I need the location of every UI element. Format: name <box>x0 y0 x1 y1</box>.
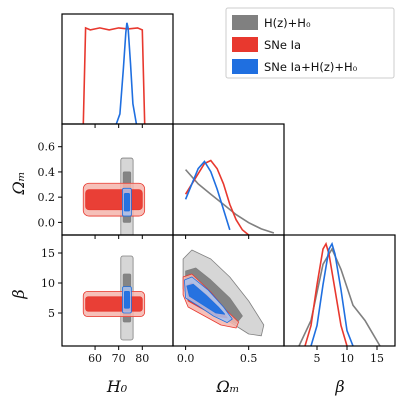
ytick-label-om-0: 0.0 <box>38 216 56 229</box>
ytick-label-beta-2: 15 <box>41 247 55 260</box>
xtick-label-h0-0: 60 <box>88 352 102 365</box>
legend: H(z)+H₀ SNe Ia SNe Ia+H(z)+H₀ <box>225 7 395 79</box>
legend-label-sne: SNe Ia <box>264 38 301 52</box>
ytick-label-om-1: 0.2 <box>38 191 56 204</box>
panel-frame-1-1 <box>172 123 285 236</box>
legend-label-hz: H(z)+H₀ <box>264 16 311 30</box>
axis-label-beta-x: β <box>334 377 344 396</box>
contour68-om-beta-2 <box>186 283 226 315</box>
axis-label-om-x: Ωₘ <box>215 377 239 396</box>
xtick-label-om-0: 0.0 <box>177 352 195 365</box>
contour68-H0_Om-1 <box>85 189 143 211</box>
contour68-H0_beta-2 <box>123 290 130 309</box>
contour68-H0_beta-1 <box>85 296 143 312</box>
xtick-label-beta-1: 10 <box>340 352 354 365</box>
ytick-label-om-3: 0.6 <box>38 141 56 154</box>
marginal-line-Om-0 <box>184 169 275 234</box>
legend-swatch-hz <box>232 15 258 30</box>
marginal-line-beta-1 <box>304 241 348 346</box>
xtick-label-beta-2: 15 <box>370 352 384 365</box>
contours-H0_Om <box>82 157 146 235</box>
contours-H0_beta <box>82 255 146 341</box>
legend-label-combined: SNe Ia+H(z)+H₀ <box>264 60 358 74</box>
panel-frame-2-2 <box>283 234 396 347</box>
marginal-beta <box>298 241 381 346</box>
legend-swatch-combined <box>232 59 258 74</box>
marginal-Om <box>184 159 275 235</box>
marginal-line-H0-2 <box>115 22 138 124</box>
ytick-label-beta-1: 10 <box>41 277 55 290</box>
marginal-line-beta-0 <box>298 247 381 346</box>
marginal-line-H0-1 <box>82 26 146 124</box>
panel-frame-0-2 <box>61 234 174 347</box>
xtick-label-h0-1: 70 <box>112 352 126 365</box>
xtick-label-beta-0: 5 <box>314 352 321 365</box>
axis-label-h0-x: H₀ <box>106 377 128 396</box>
legend-swatch-sne <box>232 37 258 52</box>
contours-om-beta <box>182 249 265 337</box>
panel-frame-0-0 <box>61 13 174 125</box>
ytick-label-beta-0: 5 <box>48 307 55 320</box>
xtick-label-om-1: 0.5 <box>240 352 258 365</box>
xtick-label-h0-2: 80 <box>135 352 149 365</box>
ytick-label-om-2: 0.4 <box>38 166 56 179</box>
marginal-line-Om-2 <box>184 160 231 231</box>
marginal-line-beta-2 <box>310 241 354 346</box>
contour68-H0_Om-2 <box>123 192 130 212</box>
axis-label-beta-y: β <box>9 289 28 299</box>
marginal-H0 <box>82 22 146 124</box>
axis-label-om-y: Ωₘ <box>9 171 28 195</box>
marginal-line-Om-1 <box>184 159 250 235</box>
panel-frame-0-1 <box>61 123 174 236</box>
